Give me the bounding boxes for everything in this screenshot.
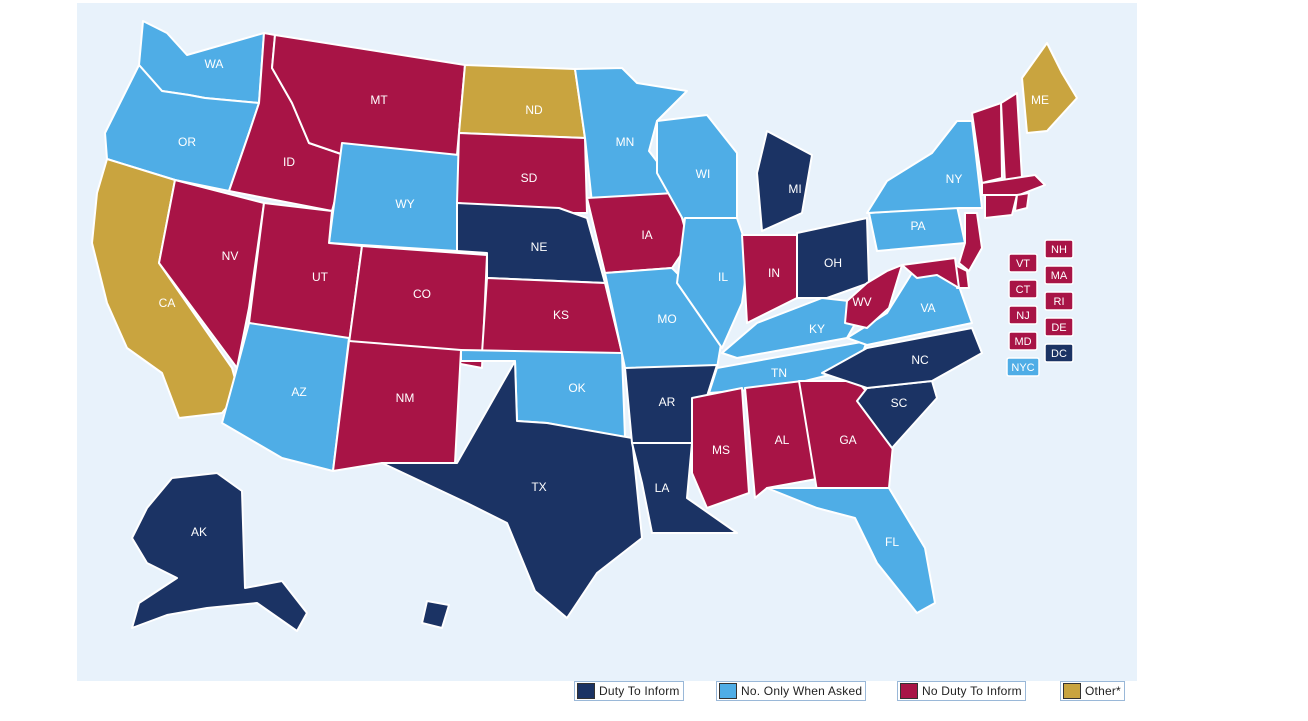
state-shape-tn[interactable] — [708, 340, 868, 394]
callout-vt[interactable]: VT — [1008, 253, 1038, 273]
state-shape-hi[interactable] — [421, 600, 450, 629]
legend-label-other: Other* — [1085, 684, 1121, 698]
state-md[interactable] — [901, 257, 960, 289]
state-ks[interactable]: KS — [481, 277, 623, 354]
callout-ma[interactable]: MA — [1044, 265, 1074, 285]
legend-swatch-noduty — [900, 683, 918, 699]
callout-box-nyc[interactable] — [1006, 357, 1040, 377]
callout-box-ct[interactable] — [1008, 279, 1038, 299]
callout-box-nj[interactable] — [1008, 305, 1038, 325]
callout-md[interactable]: MD — [1008, 331, 1038, 351]
legend-label-duty: Duty To Inform — [599, 684, 680, 698]
legend-item-duty[interactable]: Duty To Inform — [574, 681, 684, 701]
legend-label-asked: No. Only When Asked — [741, 684, 863, 698]
state-shape-ak[interactable] — [131, 472, 308, 632]
state-shape-wv[interactable] — [844, 264, 903, 329]
state-shape-ia[interactable] — [586, 192, 690, 274]
state-vt[interactable] — [971, 102, 1003, 184]
state-shape-fl[interactable] — [766, 487, 936, 614]
state-shape-md[interactable] — [901, 257, 960, 289]
state-shape-oh[interactable] — [796, 217, 870, 299]
state-shape-nj[interactable] — [958, 212, 983, 272]
callout-nj[interactable]: NJ — [1008, 305, 1038, 325]
state-fl[interactable]: FL — [766, 487, 936, 614]
callout-de[interactable]: DE — [1044, 317, 1074, 337]
state-shape-wy[interactable] — [328, 142, 460, 252]
state-shape-ma[interactable] — [981, 174, 1046, 196]
state-shape-mi[interactable] — [756, 130, 813, 232]
callout-box-dc[interactable] — [1044, 343, 1074, 363]
legend-swatch-duty — [577, 683, 595, 699]
callout-box-nh[interactable] — [1044, 239, 1074, 259]
state-shape-ny[interactable] — [866, 120, 983, 214]
state-me[interactable]: ME — [1021, 42, 1078, 134]
state-shape-nv[interactable] — [158, 179, 265, 369]
state-ms[interactable]: MS — [691, 387, 750, 509]
state-shape-ms[interactable] — [691, 387, 750, 509]
state-shape-nh[interactable] — [1000, 92, 1023, 184]
state-ri[interactable] — [1014, 192, 1030, 212]
state-shape-ri[interactable] — [1014, 192, 1030, 212]
callout-nyc[interactable]: NYC — [1006, 357, 1040, 377]
state-nm[interactable]: NM — [332, 340, 462, 472]
us-map-panel: WA OR CA ID NV MT WY UT AZ CO NM ND SD NE KS OK TX MN IA MO… — [77, 3, 1137, 681]
callout-box-ma[interactable] — [1044, 265, 1074, 285]
legend-swatch-asked — [719, 683, 737, 699]
state-ct[interactable] — [984, 194, 1018, 219]
state-nd[interactable]: ND — [458, 64, 586, 139]
state-shape-nm[interactable] — [332, 340, 462, 472]
callout-box-vt[interactable] — [1008, 253, 1038, 273]
state-ak[interactable]: AK — [131, 472, 308, 632]
callout-box-ri[interactable] — [1044, 291, 1074, 311]
callout-nh[interactable]: NH — [1044, 239, 1074, 259]
legend-item-noduty[interactable]: No Duty To Inform — [897, 681, 1026, 701]
state-ma[interactable] — [981, 174, 1046, 196]
legend-item-other[interactable]: Other* — [1060, 681, 1125, 701]
state-ny[interactable]: NY — [866, 120, 983, 214]
state-shape-il[interactable] — [676, 217, 750, 349]
us-map[interactable]: WAORCAIDNVMTWYUTAZCONMNDSDNEKSOKTXMNIAMO… — [77, 3, 1137, 681]
callout-ct[interactable]: CT — [1008, 279, 1038, 299]
state-shape-vt[interactable] — [971, 102, 1003, 184]
legend-label-noduty: No Duty To Inform — [922, 684, 1022, 698]
callout-ri[interactable]: RI — [1044, 291, 1074, 311]
state-shape-nd[interactable] — [458, 64, 586, 139]
state-nj[interactable] — [958, 212, 983, 272]
legend-swatch-other — [1063, 683, 1081, 699]
state-sd[interactable]: SD — [456, 132, 588, 214]
state-shape-nc[interactable] — [821, 327, 983, 389]
state-hi[interactable] — [421, 600, 450, 629]
state-shape-co[interactable] — [348, 245, 488, 369]
state-nh[interactable] — [1000, 92, 1023, 184]
state-shape-tx[interactable] — [381, 360, 643, 619]
state-shape-ks[interactable] — [481, 277, 623, 354]
state-shape-al[interactable] — [744, 380, 823, 499]
callout-box-de[interactable] — [1044, 317, 1074, 337]
legend-item-asked[interactable]: No. Only When Asked — [716, 681, 867, 701]
callout-box-md[interactable] — [1008, 331, 1038, 351]
state-shape-sd[interactable] — [456, 132, 588, 214]
state-shape-me[interactable] — [1021, 42, 1078, 134]
state-wy[interactable]: WY — [328, 142, 460, 252]
callout-dc[interactable]: DC — [1044, 343, 1074, 363]
state-shape-ct[interactable] — [984, 194, 1018, 219]
state-mi[interactable]: MI — [756, 130, 813, 232]
state-ia[interactable]: IA — [586, 192, 690, 274]
state-oh[interactable]: OH — [796, 217, 870, 299]
